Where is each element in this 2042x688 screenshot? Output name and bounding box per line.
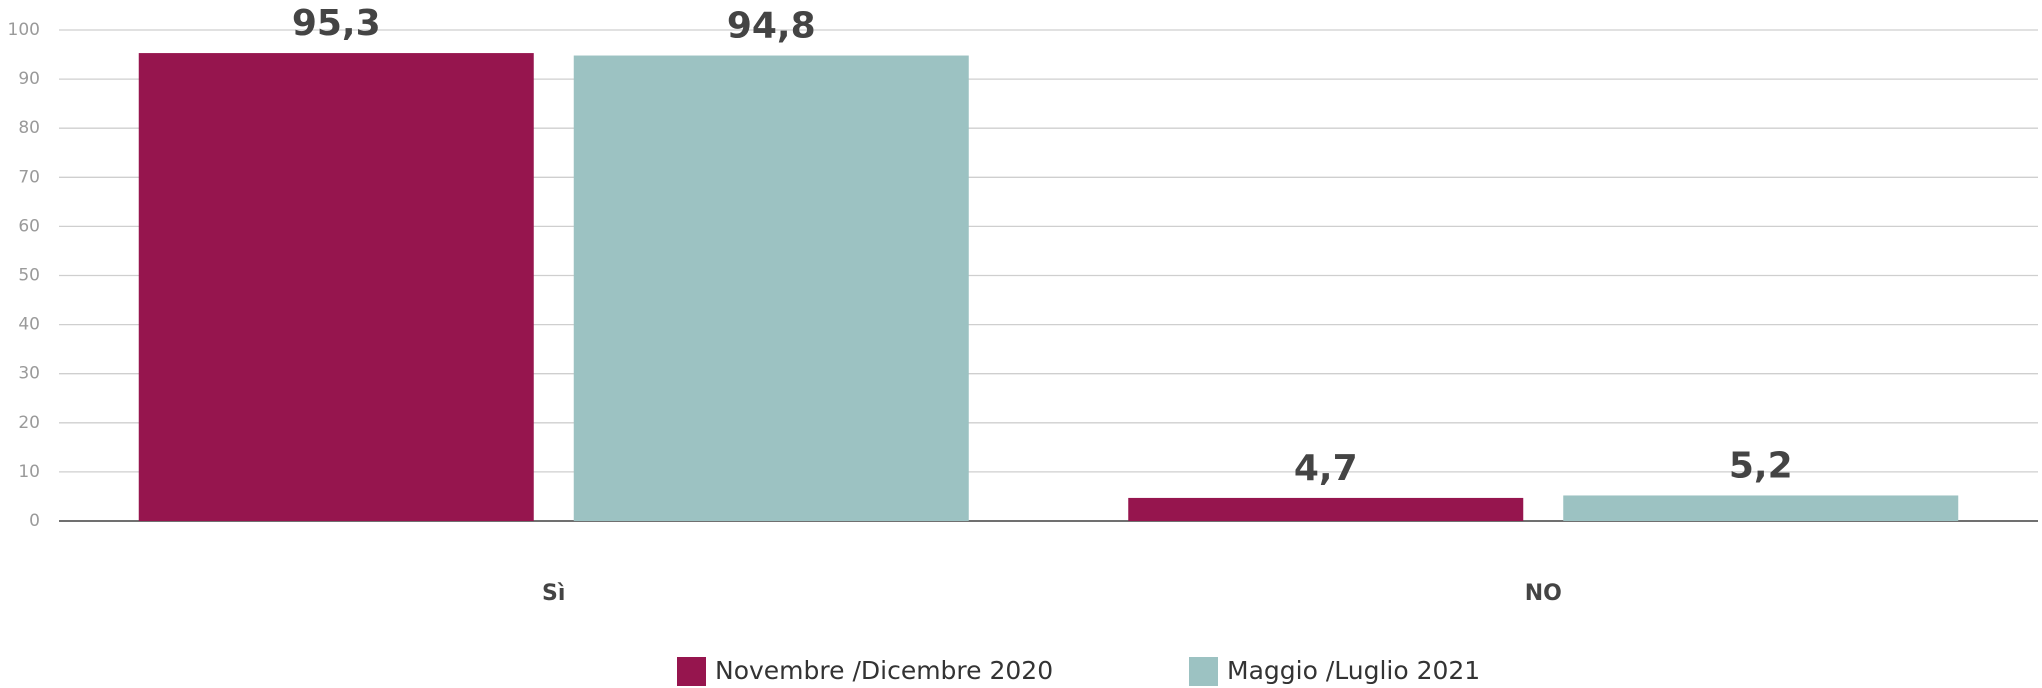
y-tick-label: 40: [18, 315, 40, 335]
legend-label: Maggio /Luglio 2021: [1227, 656, 1480, 685]
y-tick-label: 0: [29, 511, 40, 531]
bar: [1563, 495, 1959, 521]
y-tick-label: 100: [8, 20, 40, 40]
y-tick-label: 30: [18, 364, 40, 384]
bar: [1128, 497, 1524, 521]
y-tick-label: 10: [18, 462, 40, 482]
legend-label: Novembre /Dicembre 2020: [715, 656, 1053, 685]
y-tick-label: 20: [18, 413, 40, 433]
y-tick-label: 90: [18, 69, 40, 89]
value-label: 5,2: [1729, 445, 1793, 486]
value-label: 95,3: [292, 3, 381, 44]
bar: [573, 55, 969, 521]
x-tick-label: NO: [1525, 581, 1562, 606]
value-label: 4,7: [1294, 448, 1358, 489]
legend-swatch: [1189, 657, 1218, 686]
x-tick-label: Sì: [542, 581, 565, 606]
value-label: 94,8: [727, 6, 816, 47]
bar: [138, 53, 534, 522]
y-tick-label: 80: [18, 118, 40, 138]
legend-swatch: [677, 657, 706, 686]
y-tick-label: 50: [18, 266, 40, 286]
y-tick-label: 60: [18, 216, 40, 236]
y-tick-label: 70: [18, 167, 40, 187]
